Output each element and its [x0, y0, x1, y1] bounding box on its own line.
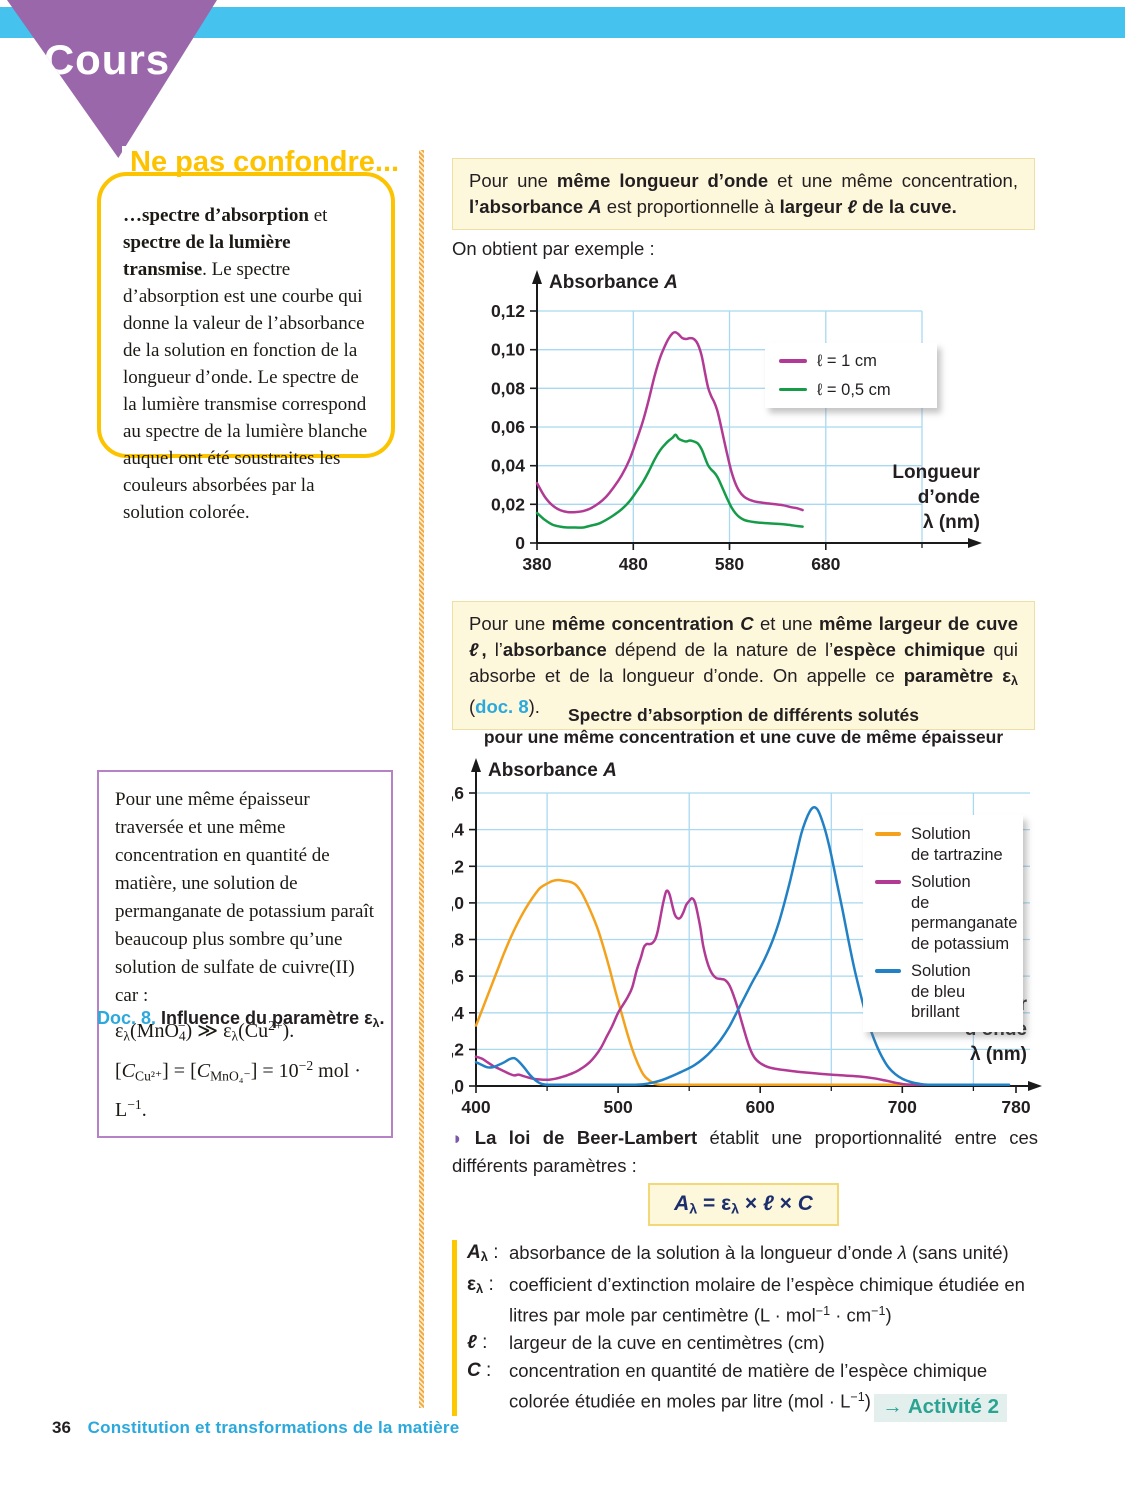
highlight-box-2-text: Pour une même concentration C et une mêm… — [469, 613, 1019, 718]
svg-text:Longueur: Longueur — [892, 462, 980, 483]
svg-text:λ (nm): λ (nm) — [970, 1044, 1027, 1065]
legend-swatch — [875, 880, 901, 884]
legend-entry: Solution de permanganate de potassium — [875, 872, 1017, 954]
svg-text:0,4: 0,4 — [452, 1003, 464, 1023]
beer-lambert-paragraph: ◗ La loi de Beer-Lambert établit une pro… — [452, 1124, 1038, 1179]
svg-text:1,0: 1,0 — [452, 893, 464, 913]
legend-entry: Solution de tartrazine — [875, 824, 1011, 865]
highlight-box-epsilon: Pour une même concentration C et une mêm… — [452, 601, 1035, 731]
chart-legend: Solution de tartrazine Solution de permanga… — [863, 815, 1023, 1032]
course-tab-label: Cours — [43, 36, 171, 83]
formula-wrap: Aλ = ελ × ℓ × C — [452, 1183, 1035, 1227]
svg-text:d’onde: d’onde — [918, 487, 980, 508]
svg-text:700: 700 — [888, 1097, 917, 1117]
legend-swatch — [779, 359, 807, 363]
highlight-box-wavelength: Pour une même longueur d’onde et une mêm… — [452, 158, 1035, 230]
note-body: …spectre d’absorption et spectre de la l… — [123, 205, 368, 523]
activity-2-link[interactable]: → Activité 2 — [874, 1394, 1007, 1422]
page-number: 36 — [52, 1418, 71, 1437]
beer-lambert-text: ◗ La loi de Beer-Lambert établit une pro… — [452, 1127, 1038, 1176]
example-intro: On obtient par exemple : — [452, 238, 655, 259]
definition-symbol: ℓ : — [467, 1332, 488, 1354]
legend-label: Solution de permanganate de potassium — [911, 873, 1018, 953]
definition-symbol: C : — [467, 1359, 492, 1381]
arrow-icon: → — [882, 1395, 908, 1418]
svg-text:0,02: 0,02 — [491, 494, 525, 514]
ne-pas-confondre-note: …spectre d’absorption et spectre de la l… — [97, 172, 395, 523]
svg-text:680: 680 — [811, 554, 840, 574]
doc8-caption: Doc. 8. Influence du paramètre ελ. — [97, 1008, 417, 1030]
legend-label: Solution de bleu brillant — [911, 962, 971, 1021]
svg-text:1,6: 1,6 — [452, 783, 464, 803]
beer-lambert-formula: Aλ = ελ × ℓ × C — [648, 1183, 839, 1227]
svg-text:1,2: 1,2 — [452, 856, 464, 876]
svg-text:500: 500 — [603, 1097, 632, 1117]
svg-text:1,4: 1,4 — [452, 820, 464, 840]
doc8-link[interactable]: doc. 8 — [475, 696, 529, 718]
activity-label: Activité 2 — [907, 1395, 999, 1418]
legend-label: ℓ = 1 cm — [817, 352, 877, 370]
chart-canvas: 380 480 580 680 0 0,02 0,04 0,06 0,08 0,10 0,12 Abs… — [491, 270, 982, 574]
definition-description: coefficient d’extinction molaire de l’es… — [509, 1273, 1025, 1326]
definition-symbol: Aλ : — [467, 1242, 499, 1265]
svg-text:0,0: 0,0 — [452, 1076, 464, 1096]
definition-item: Aλ : absorbance de la solution à la longu… — [467, 1240, 1038, 1271]
doc8-formula-epsilon: ελ(MnO4−) ≫ ελ(Cu2+). — [115, 1018, 295, 1044]
svg-text:0,08: 0,08 — [491, 378, 525, 398]
svg-text:0,12: 0,12 — [491, 301, 525, 321]
doc8-body: Pour une même épaisseur traversée et une… — [115, 789, 375, 1006]
legend-swatch — [875, 832, 901, 836]
legend-entry: ℓ = 1 cm — [779, 351, 923, 372]
definitions-list: Aλ : absorbance de la solution à la longu… — [452, 1240, 1038, 1417]
definition-item: C : concentration en quantité de matière … — [467, 1358, 1038, 1416]
column-divider — [419, 150, 424, 1408]
svg-text:580: 580 — [715, 554, 744, 574]
definition-description: largeur de la cuve en centimètres (cm) — [509, 1332, 825, 1354]
definition-description: absorbance de la solution à la longueur … — [509, 1242, 1009, 1263]
legend-swatch — [779, 387, 807, 391]
doc8-caption-text: Influence du paramètre ελ. — [156, 1008, 385, 1030]
svg-text:0,2: 0,2 — [452, 1039, 464, 1059]
svg-text:0,10: 0,10 — [491, 340, 525, 360]
legend-swatch — [875, 969, 901, 973]
chapter-title: Constitution et transformations de la ma… — [87, 1418, 460, 1437]
definition-item: ελ : coefficient d’extinction molaire de … — [467, 1272, 1038, 1330]
svg-text:480: 480 — [619, 554, 648, 574]
highlight-box-1-text: Pour une même longueur d’onde et une mêm… — [469, 170, 1018, 217]
svg-text:0,6: 0,6 — [452, 966, 464, 986]
legend-label: ℓ = 0,5 cm — [817, 380, 891, 399]
definition-description: concentration en quantité de matière de … — [509, 1359, 988, 1412]
svg-text:600: 600 — [746, 1097, 775, 1117]
definition-symbol: ελ : — [467, 1273, 494, 1296]
legend-entry: Solution de bleu brillant — [875, 961, 1011, 1023]
svg-text:0,8: 0,8 — [452, 930, 464, 950]
svg-text:0,06: 0,06 — [491, 417, 525, 437]
svg-text:780: 780 — [1001, 1097, 1030, 1117]
absorbance-vs-cuvette-width-chart: 380 480 580 680 0 0,02 0,04 0,06 0,08 0,10 0,12 Abs… — [452, 266, 1030, 588]
svg-text:380: 380 — [522, 554, 551, 574]
svg-text:Absorbance A: Absorbance A — [549, 272, 678, 293]
legend-entry: ℓ = 0,5 cm — [779, 380, 923, 401]
chart2-title-line-1: Spectre d’absorption de différents solut… — [567, 705, 920, 725]
definition-item: ℓ : largeur de la cuve en centimètres (cm… — [467, 1330, 1038, 1357]
absorption-spectra-solutes-chart: 400 500 600 700 780 0,0 0,2 0,4 0,6 0,8 1,0 1,2 1,4 1… — [440, 752, 1052, 1120]
svg-text:0: 0 — [515, 533, 525, 553]
svg-text:λ (nm): λ (nm) — [923, 512, 980, 533]
svg-text:400: 400 — [461, 1097, 490, 1117]
doc8-box: Pour une même épaisseur traversée et une… — [97, 770, 393, 1138]
doc8-formula-concentration: [CCu²⁺] = [CMnO₄⁻] = 10−2 mol · L−1. — [115, 1058, 361, 1121]
chart2-title-line-2: pour une même concentration et une cuve … — [483, 727, 1004, 747]
doc8-caption-label: Doc. 8. — [97, 1008, 157, 1028]
svg-text:Absorbance A: Absorbance A — [488, 760, 617, 781]
course-section-tab: Cours — [7, 0, 217, 158]
legend-label: Solution de tartrazine — [911, 825, 1003, 864]
svg-text:0,04: 0,04 — [491, 456, 525, 476]
page-footer: 36 Constitution et transformations de la… — [52, 1418, 459, 1438]
chart-legend: ℓ = 1 cm ℓ = 0,5 cm — [765, 343, 937, 408]
